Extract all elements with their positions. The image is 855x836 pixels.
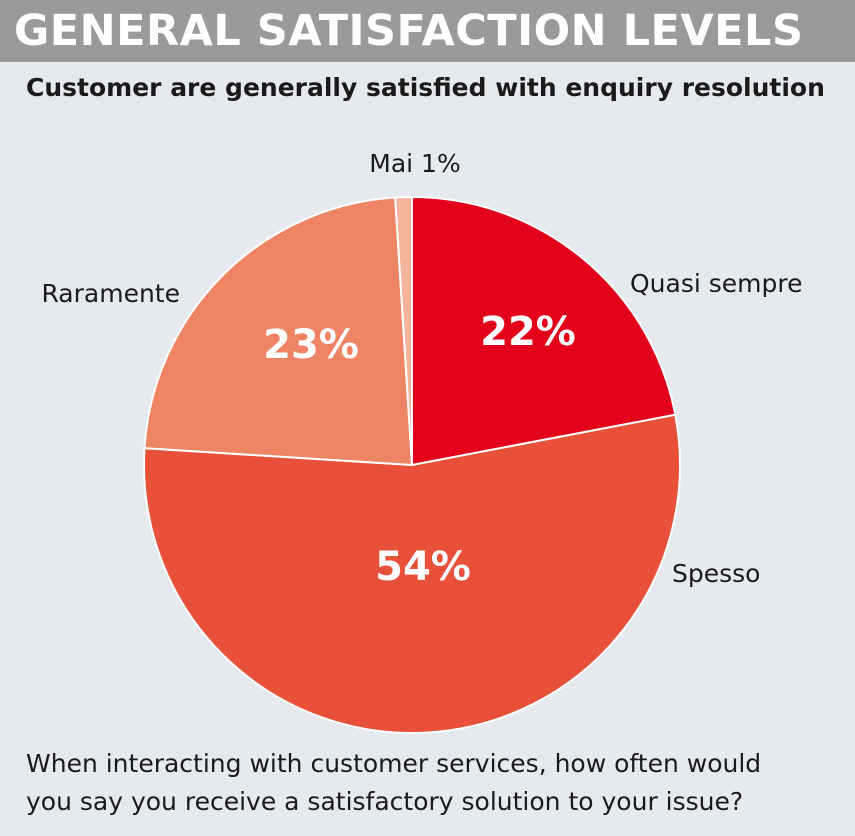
slice-value-label-raramente: 23%	[263, 322, 359, 368]
slice-category-label-spesso: Spesso	[672, 559, 760, 588]
slice-category-label-quasi-sempre: Quasi sempre	[630, 269, 803, 298]
slice-category-label-raramente: Raramente	[41, 279, 180, 308]
title-bar: GENERAL SATISFACTION LEVELS	[0, 0, 855, 62]
slice-category-label-mai: Mai 1%	[369, 149, 460, 178]
caption-line-1: When interacting with customer services,…	[26, 749, 762, 778]
pie-slice-mai	[394, 195, 413, 466]
pie-slice-spesso	[143, 413, 681, 734]
caption-line-2: you say you receive a satisfactory solut…	[26, 787, 744, 816]
question-caption: When interacting with customer services,…	[26, 745, 846, 821]
slice-value-label-quasi-sempre: 22%	[480, 309, 576, 355]
slice-value-label-spesso: 54%	[375, 544, 471, 590]
pie-slice-quasi-sempre	[411, 195, 677, 467]
chart-subtitle: Customer are generally satisfied with en…	[26, 73, 825, 102]
pie-slice-raramente	[143, 196, 414, 467]
chart-title: GENERAL SATISFACTION LEVELS	[14, 6, 804, 56]
